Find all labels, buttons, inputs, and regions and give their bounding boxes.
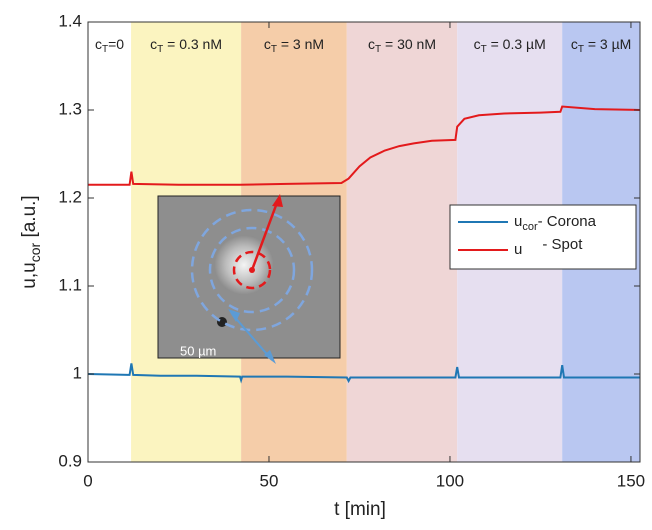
y-tick-label: 1.1 <box>58 275 82 294</box>
scale-label: 50 µm <box>180 343 216 358</box>
band-prefix: c <box>571 36 578 52</box>
lines <box>87 105 641 384</box>
band <box>346 22 458 462</box>
plot-frame <box>87 21 641 463</box>
arrow-head <box>272 194 283 207</box>
band-suffix: = 30 nM <box>381 36 436 52</box>
band-suffix: = 3 µM <box>584 36 631 52</box>
band-prefix: c <box>264 36 271 52</box>
legend-symbol: u <box>514 213 522 230</box>
series-line <box>87 363 640 384</box>
spot <box>214 235 274 295</box>
y-label-sub: cor <box>27 242 43 262</box>
legend-symbol: u <box>514 241 522 258</box>
band-suffix: = 3 nM <box>277 36 324 52</box>
spot-arrow <box>250 199 280 271</box>
series-line <box>88 105 641 186</box>
y-tick-label: 0.9 <box>58 451 82 470</box>
x-axis-label: t [min] <box>334 499 386 520</box>
y-tick-label: 1.3 <box>58 99 82 118</box>
legend-label: u - Spot <box>514 236 583 258</box>
y-label-main: u,u <box>19 262 40 288</box>
band-prefix: c <box>150 36 157 52</box>
y-tick-label: 1.4 <box>58 11 82 30</box>
legend-label: ucor- Corona <box>514 213 597 233</box>
band-label: cT = 30 nM <box>368 36 436 55</box>
band-label: cT = 0.3 µM <box>474 36 546 55</box>
corona-inner <box>208 226 296 314</box>
band-prefix: c <box>368 36 375 52</box>
band <box>88 22 132 462</box>
band-label: cT = 0.3 nM <box>150 36 222 55</box>
band-suffix: = 0.3 µM <box>487 36 546 52</box>
y-tick-label: 1 <box>73 363 82 382</box>
legend-sub: cor <box>522 221 538 233</box>
arrow-head <box>228 309 240 322</box>
inset-image: 50 µm <box>157 194 341 364</box>
x-tick-label: 150 <box>617 471 645 490</box>
band-sub: T <box>375 44 381 55</box>
band-label: cT=0 <box>95 36 124 55</box>
band-sub: T <box>271 44 277 55</box>
band-suffix: = 0.3 nM <box>163 36 222 52</box>
band-sub: T <box>157 44 163 55</box>
band-sub: T <box>481 44 487 55</box>
x-tick-label: 0 <box>83 471 92 490</box>
band-prefix: c <box>95 36 102 52</box>
band-prefix: c <box>474 36 481 52</box>
arrow-head <box>264 350 276 364</box>
legend-box <box>449 204 637 270</box>
spot-circle <box>232 250 272 290</box>
y-tick-label: 1.2 <box>58 187 82 206</box>
scale-arrow <box>231 313 273 361</box>
legend-name: - Corona <box>538 213 597 230</box>
band-sub: T <box>102 44 108 55</box>
band-label: cT = 3 µM <box>571 36 631 55</box>
band-sub: T <box>578 44 584 55</box>
x-tick-label: 50 <box>260 471 279 490</box>
y-label-rest: [a.u.] <box>19 195 40 243</box>
x-tick-label: 100 <box>436 471 464 490</box>
legend-name: - Spot <box>542 236 583 253</box>
band-label: cT = 3 nM <box>264 36 324 55</box>
corona-outer <box>190 208 314 332</box>
band-suffix: =0 <box>108 36 124 52</box>
axes: 0 50 100 150 0.9 1 1.1 1.2 1.3 1.4 <box>58 11 645 490</box>
y-axis-label: u,ucor [a.u.] <box>19 195 43 288</box>
